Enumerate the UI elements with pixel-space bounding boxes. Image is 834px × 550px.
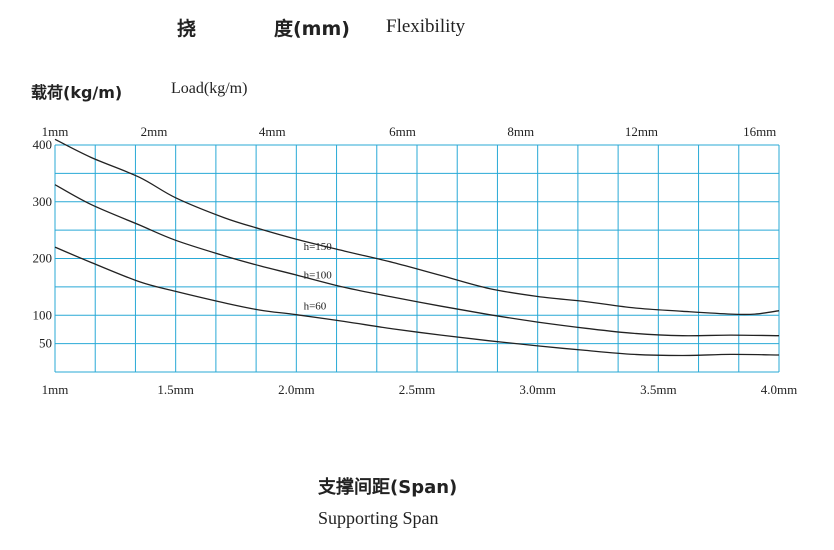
x-tick-label: 3.5mm (640, 382, 676, 397)
top-tick-label: 6mm (389, 124, 416, 139)
series-line-h-150 (54, 138, 780, 316)
x-tick-label: 1mm (42, 382, 69, 397)
chart-labels: 400 300 200 100 50 1mm 1.5mm 2.0mm 2.5mm 3.0mm 3.5… (33, 124, 798, 397)
top-tick-label: 2mm (141, 124, 168, 139)
y-axis-title-cn: 载荷(kg/m) (31, 83, 123, 102)
chart-title-cn-part2: 度(mm) (274, 18, 350, 40)
chart-title-en: Flexibility (386, 16, 466, 37)
series-label: h=100 (304, 269, 333, 281)
y-tick-label: 200 (33, 251, 53, 266)
x-tick-label: 1.5mm (157, 382, 193, 397)
chart-curves (54, 138, 780, 357)
x-axis-title-en: Supporting Span (318, 508, 439, 528)
top-tick-label: 8mm (507, 124, 534, 139)
top-tick-label: 16mm (743, 124, 776, 139)
series-line-h-60 (54, 246, 780, 357)
chart-title-cn-part1: 挠 (177, 18, 197, 40)
series-label: h=60 (304, 301, 327, 313)
x-tick-label: 4.0mm (761, 382, 797, 397)
x-tick-label: 2.0mm (278, 382, 314, 397)
y-tick-label: 50 (39, 336, 52, 351)
chart-grid (54, 144, 780, 373)
x-tick-label: 2.5mm (399, 382, 435, 397)
series-label: h=150 (304, 241, 333, 253)
y-tick-label: 300 (33, 194, 53, 209)
y-tick-label: 100 (33, 307, 53, 322)
series-line-h-100 (54, 184, 780, 337)
top-tick-label: 12mm (625, 124, 658, 139)
x-axis-title-cn: 支撑间距(Span) (318, 477, 458, 498)
y-axis-title-en: Load(kg/m) (171, 80, 248, 97)
top-tick-label: 1mm (42, 124, 69, 139)
x-tick-label: 3.0mm (519, 382, 555, 397)
top-tick-label: 4mm (259, 124, 286, 139)
y-tick-label: 400 (33, 137, 53, 152)
